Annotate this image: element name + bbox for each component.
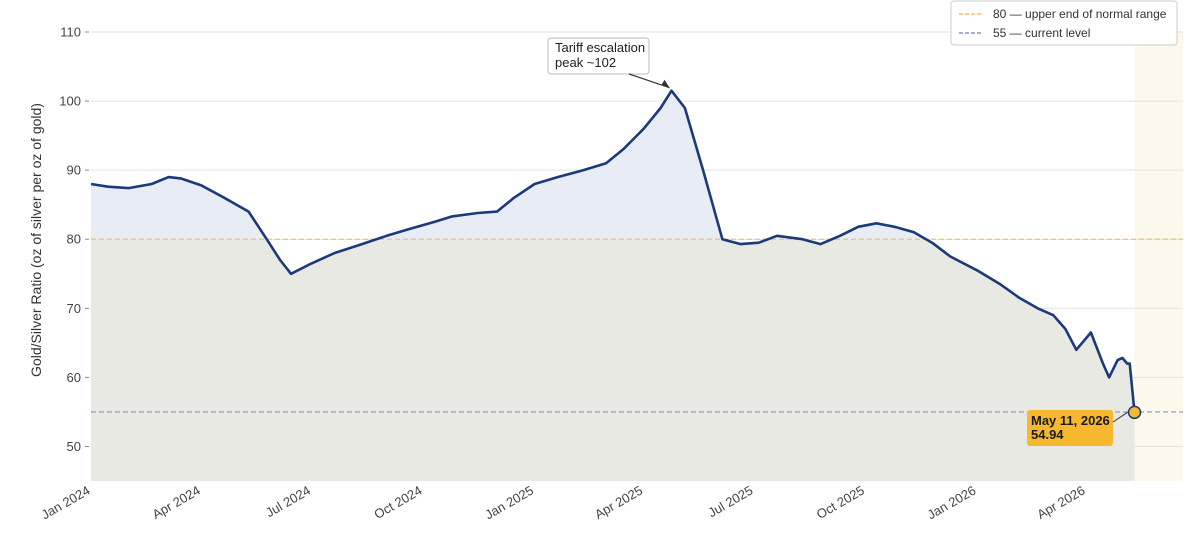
y-tick-label: 110 [60,25,81,40]
series-line [90,89,1136,413]
x-tick-label: Apr 2026 [1034,483,1087,522]
y-tick-label: 50 [67,439,81,454]
y-tick-label: 100 [59,94,81,109]
legend: 80 — upper end of normal range 55 — curre… [950,0,1178,46]
callout-arrow [1112,411,1128,423]
series-line-layer [90,89,1136,413]
callout-text: May 11, 2026 [1031,413,1110,428]
x-tick-label: Jan 2026 [925,483,979,523]
legend-label: 80 — upper end of normal range [993,7,1167,21]
annotation-text: peak ~102 [555,55,616,70]
legend-label: 55 — current level [993,26,1090,40]
y-tick-label: 70 [67,301,81,316]
x-tick-label: Jan 2024 [39,483,93,523]
x-tick-label: Jul 2024 [263,483,313,521]
fill-layer [91,90,1135,481]
annotation-arrowhead [661,79,670,88]
post-data-band [1134,32,1183,481]
annotation-text: Tariff escalation [555,40,645,55]
area-below-80 [91,239,1135,481]
reference-line-layer [91,238,1183,413]
x-tick-label: Apr 2025 [592,483,645,522]
x-tick-label: Oct 2025 [814,483,867,522]
annotation-box [547,37,650,75]
background-layer [1134,32,1183,481]
latest-point-marker [1127,405,1142,420]
x-tick-label: Jul 2025 [705,483,755,521]
callout-text: 54.94 [1031,427,1064,442]
x-tick-label: Jan 2025 [482,483,536,523]
y-tick-label: 60 [67,370,81,385]
legend-box [950,0,1178,46]
y-tick-label: 80 [67,232,81,247]
x-tick-label: Apr 2024 [150,483,203,522]
annotation-arrow [628,73,670,89]
y-tick-label: 90 [67,163,81,178]
callout-box [1027,410,1113,446]
y-axis-label: Gold/Silver Ratio (oz of silver per oz o… [28,103,44,377]
x-tick-labels: Jan 2024 Apr 2024 Jul 2024 Oct 2024 Jan 2025… [39,483,1088,523]
x-tick-label: Oct 2024 [371,483,424,522]
area-above-80 [91,90,927,240]
y-tick-labels: 50 60 70 80 90 100 110 [59,25,89,454]
